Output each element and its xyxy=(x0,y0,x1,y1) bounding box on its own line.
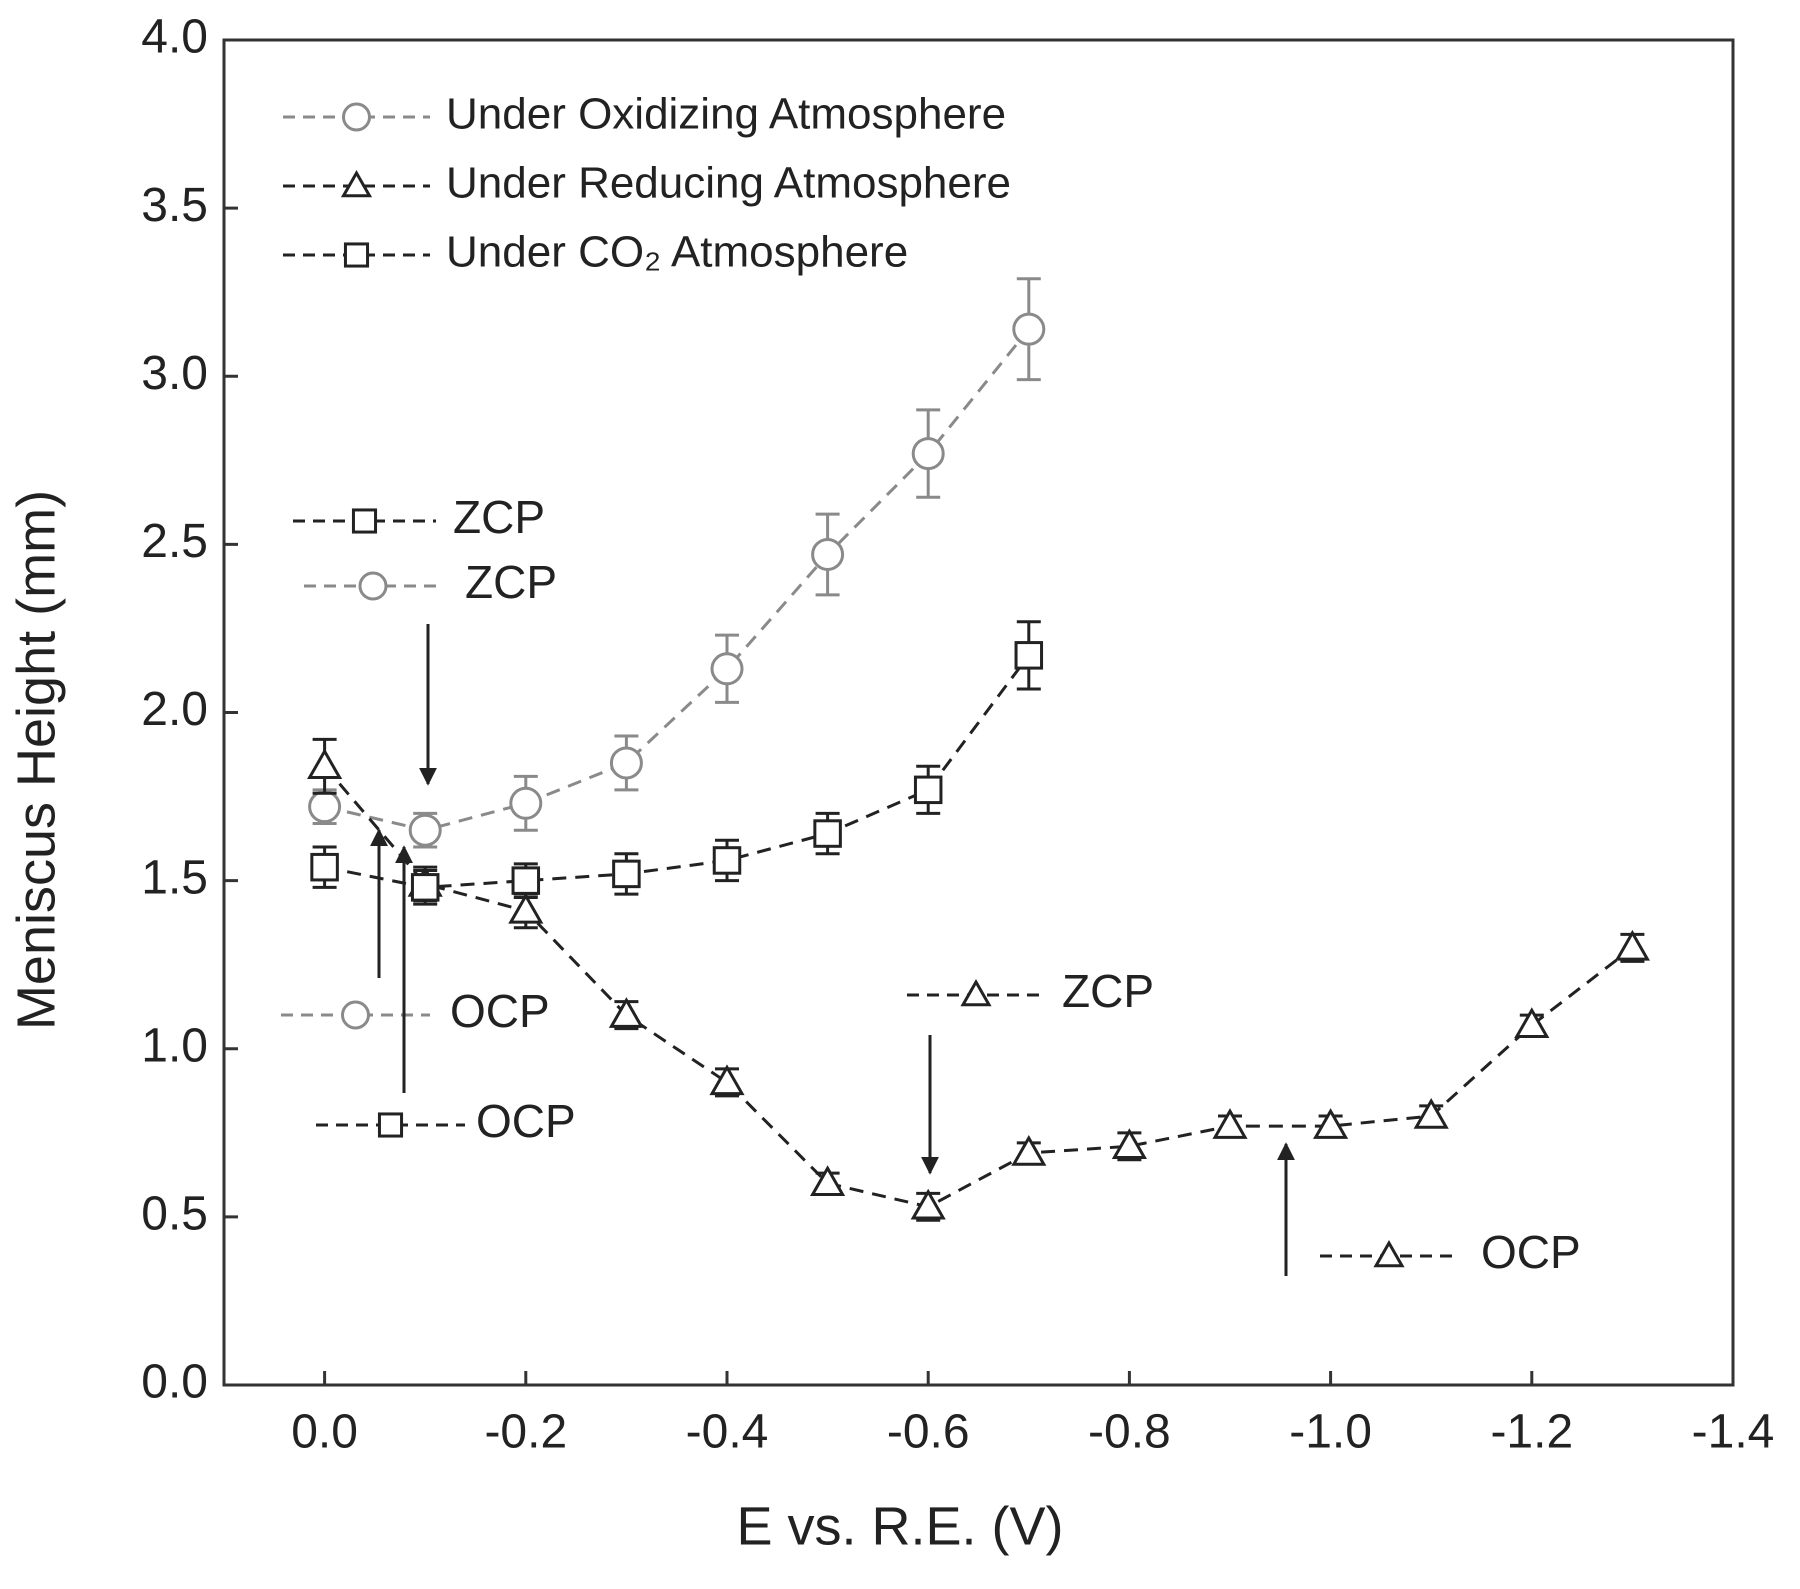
marker xyxy=(1313,1108,1349,1139)
marker xyxy=(1212,1108,1248,1139)
annotation: ZCP xyxy=(1062,965,1154,1017)
y-tick-label: 3.0 xyxy=(141,347,208,400)
marker xyxy=(913,775,943,805)
legend-marker xyxy=(1373,1239,1405,1268)
marker xyxy=(1011,1134,1047,1166)
marker xyxy=(508,892,544,924)
y-tick-label: 2.5 xyxy=(141,515,208,568)
annotation: OCP xyxy=(476,1095,576,1147)
marker xyxy=(408,813,442,847)
legend-marker xyxy=(343,242,370,268)
series-line xyxy=(323,765,1634,1209)
legend-marker xyxy=(960,978,992,1007)
marker xyxy=(1111,1128,1147,1160)
y-tick-label: 4.0 xyxy=(141,11,208,64)
legend-label: Under Reducing Atmosphere xyxy=(446,159,1011,208)
y-tick-label: 3.5 xyxy=(141,179,208,232)
legend-marker xyxy=(341,1000,370,1030)
legend-marker xyxy=(351,508,378,534)
x-axis-title: E vs. R.E. (V) xyxy=(736,1496,1063,1556)
series-line xyxy=(324,654,1031,889)
marker xyxy=(509,786,543,820)
annotation: OCP xyxy=(450,985,550,1037)
x-tick-label: -0.8 xyxy=(1088,1406,1171,1459)
series-line xyxy=(324,328,1030,832)
legend-marker xyxy=(377,1112,404,1138)
y-tick-label: 0.0 xyxy=(141,1356,208,1409)
x-tick-label: -1.0 xyxy=(1289,1406,1372,1459)
marker xyxy=(410,873,440,902)
marker xyxy=(609,746,643,780)
x-tick-label: -0.4 xyxy=(686,1406,769,1459)
marker xyxy=(910,1188,946,1220)
marker xyxy=(911,437,945,471)
x-tick-label: -1.2 xyxy=(1490,1406,1573,1459)
y-axis-title: Meniscus Height (mm) xyxy=(6,490,66,1030)
y-tick-label: 0.5 xyxy=(141,1188,208,1241)
marker xyxy=(511,866,541,895)
x-tick-label: -1.4 xyxy=(1692,1406,1775,1459)
legend-marker xyxy=(340,169,373,198)
y-tick-label: 2.0 xyxy=(141,683,208,736)
marker xyxy=(810,1165,846,1196)
marker xyxy=(709,1064,745,1096)
legend-label: Under Oxidizing Atmosphere xyxy=(446,90,1006,139)
x-tick-label: -0.6 xyxy=(887,1406,970,1459)
marker xyxy=(608,997,644,1028)
marker xyxy=(813,819,842,848)
marker xyxy=(308,790,342,824)
legend-marker xyxy=(342,102,371,132)
marker xyxy=(1014,641,1044,670)
marker xyxy=(1514,1007,1550,1038)
marker xyxy=(710,652,744,686)
marker xyxy=(310,852,339,882)
annotation: ZCP xyxy=(465,556,557,608)
marker xyxy=(307,748,343,780)
marker xyxy=(811,537,845,571)
marker xyxy=(1413,1097,1449,1129)
x-tick-label: -0.2 xyxy=(484,1406,567,1459)
legend-marker xyxy=(358,571,388,601)
marker xyxy=(712,846,742,875)
marker xyxy=(1012,312,1046,346)
annotation: OCP xyxy=(1481,1226,1581,1278)
marker xyxy=(612,859,641,889)
legend-label: Under CO₂ Atmosphere xyxy=(446,228,908,277)
marker xyxy=(1614,929,1650,961)
x-tick-label: 0.0 xyxy=(291,1406,358,1459)
annotation: ZCP xyxy=(453,491,545,543)
y-tick-label: 1.5 xyxy=(141,851,208,904)
y-tick-label: 1.0 xyxy=(141,1019,208,1072)
